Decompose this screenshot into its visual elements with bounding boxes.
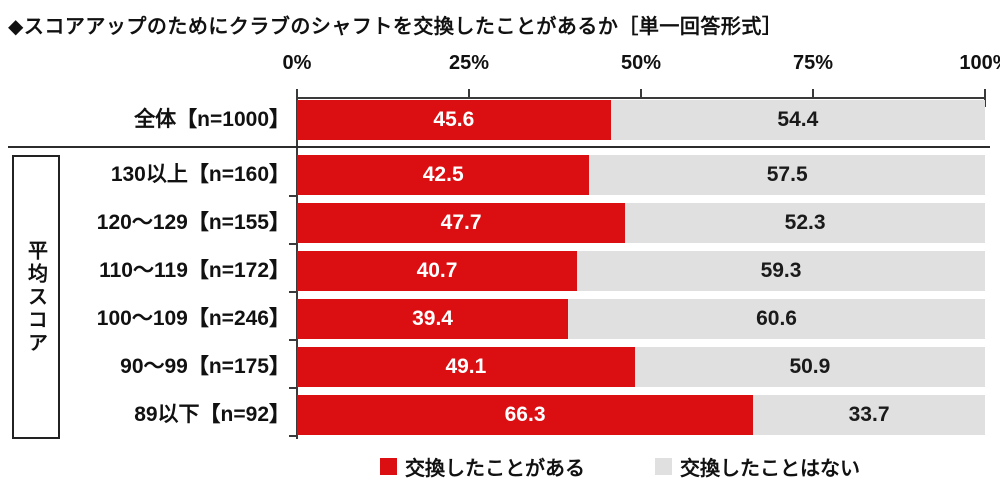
stacked-bar: 47.7 52.3 [297, 203, 985, 243]
value-label-yes: 42.5 [422, 163, 464, 186]
bar-segment-yes: 39.4 [297, 299, 569, 339]
value-label-no: 50.9 [789, 355, 831, 378]
x-axis-tick [984, 97, 986, 107]
stacked-bar: 49.1 50.9 [297, 347, 985, 387]
bar-segment-no: 33.7 [753, 395, 985, 435]
y-axis-tick [289, 291, 297, 293]
legend-label-no: 交換したことはない [680, 458, 860, 480]
stacked-bar: 42.5 57.5 [297, 155, 985, 195]
bar-row: 90～99【n=175】 49.1 50.9 [0, 347, 1000, 387]
legend-label-yes: 交換したことがある [405, 458, 585, 480]
bar-segment-yes: 42.5 [297, 155, 590, 195]
bar-segment-no: 52.3 [625, 203, 985, 243]
stacked-bar: 45.6 54.4 [297, 100, 985, 140]
category-label: 全体【n=1000】 [134, 108, 290, 131]
stacked-bar: 66.3 33.7 [297, 395, 985, 435]
x-axis-tick [296, 89, 298, 97]
x-tick-label-25: 25% [448, 52, 490, 74]
value-label-yes: 47.7 [440, 211, 482, 234]
x-axis-line [297, 97, 986, 99]
value-label-yes: 45.6 [433, 108, 475, 131]
category-label: 120～129【n=155】 [96, 211, 290, 234]
y-axis-tick [289, 435, 297, 437]
bar-segment-no: 59.3 [577, 251, 985, 291]
category-label: 130以上【n=160】 [110, 163, 290, 186]
bar-row: 110～119【n=172】 40.7 59.3 [0, 251, 1000, 291]
value-label-yes: 40.7 [416, 259, 458, 282]
bar-segment-yes: 49.1 [297, 347, 635, 387]
bar-segment-no: 57.5 [589, 155, 985, 195]
stacked-bar: 40.7 59.3 [297, 251, 985, 291]
bar-segment-yes: 40.7 [297, 251, 578, 291]
bar-row: 89以下【n=92】 66.3 33.7 [0, 395, 1000, 435]
x-axis-tick [812, 89, 814, 97]
category-label: 89以下【n=92】 [134, 403, 290, 426]
bar-segment-no: 54.4 [610, 100, 985, 140]
bar-segment-yes: 47.7 [297, 203, 626, 243]
stacked-bar: 39.4 60.6 [297, 299, 985, 339]
value-label-no: 52.3 [784, 211, 826, 234]
bar-row: 130以上【n=160】 42.5 57.5 [0, 155, 1000, 195]
group-label-box: 平均スコア [12, 155, 60, 439]
value-label-yes: 39.4 [412, 307, 453, 330]
bar-segment-yes: 45.6 [297, 100, 611, 140]
bar-segment-no: 50.9 [634, 347, 985, 387]
x-axis-tick [468, 89, 470, 97]
value-label-yes: 49.1 [445, 355, 487, 378]
value-label-no: 59.3 [760, 259, 802, 282]
legend-item-no: 交換したことはない [655, 452, 860, 481]
legend-swatch-no [655, 458, 672, 475]
y-axis-tick [289, 195, 297, 197]
category-label: 110～119【n=172】 [99, 259, 290, 282]
value-label-yes: 66.3 [504, 403, 546, 426]
x-tick-label-0: 0% [282, 52, 312, 74]
y-axis-tick [289, 243, 297, 245]
chart-title: ◆スコアアップのためにクラブのシャフトを交換したことがあるか［単一回答形式］ [8, 16, 783, 38]
value-label-no: 33.7 [848, 403, 890, 426]
legend-swatch-yes [380, 458, 397, 475]
group-separator-line [8, 146, 990, 148]
x-tick-label-100: 100% [959, 52, 1000, 74]
legend-item-yes: 交換したことがある [380, 452, 585, 481]
bar-row: 100～109【n=246】 39.4 60.6 [0, 299, 1000, 339]
y-axis-tick [289, 339, 297, 341]
category-label: 100～109【n=246】 [96, 307, 290, 330]
y-axis-tick [289, 387, 297, 389]
x-tick-label-75: 75% [792, 52, 834, 74]
value-label-no: 60.6 [756, 307, 797, 330]
value-label-no: 57.5 [766, 163, 808, 186]
x-axis-tick [640, 89, 642, 97]
x-tick-label-50: 50% [620, 52, 662, 74]
x-axis-tick [984, 89, 986, 97]
bar-segment-yes: 66.3 [297, 395, 754, 435]
bar-row: 120～129【n=155】 47.7 52.3 [0, 203, 1000, 243]
bar-segment-no: 60.6 [568, 299, 985, 339]
category-label: 90～99【n=175】 [120, 355, 290, 378]
value-label-no: 54.4 [777, 108, 819, 131]
bar-row-total: 全体【n=1000】 45.6 54.4 [0, 100, 1000, 140]
